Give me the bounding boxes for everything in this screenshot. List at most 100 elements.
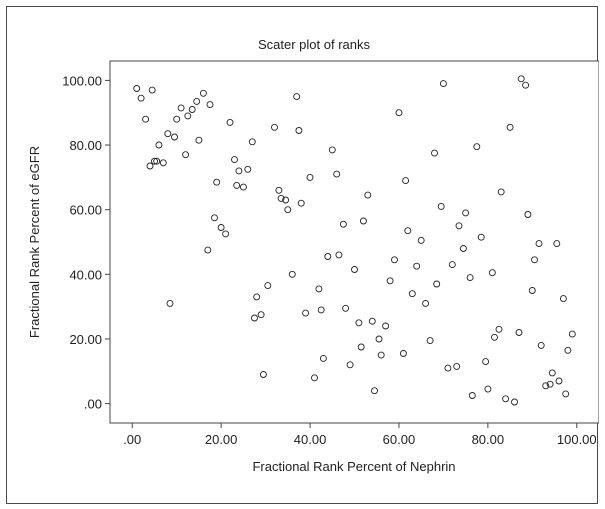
data-point xyxy=(335,251,343,259)
data-point xyxy=(375,335,383,343)
data-point xyxy=(359,217,367,225)
y-tick-label: .00 xyxy=(84,397,102,412)
data-point xyxy=(264,282,272,290)
y-tick-label: 20.00 xyxy=(69,332,102,347)
data-point xyxy=(515,329,523,336)
data-point xyxy=(244,165,252,173)
y-tick-label: 60.00 xyxy=(69,203,102,218)
data-point xyxy=(399,350,407,357)
y-axis-label: Fractional Rank Percent of eGFR xyxy=(27,146,42,338)
y-tick-label: 80.00 xyxy=(69,138,102,153)
data-point xyxy=(284,206,292,214)
data-point xyxy=(342,304,350,312)
data-point xyxy=(408,290,416,298)
data-point xyxy=(184,112,192,120)
data-point xyxy=(239,183,247,191)
data-point xyxy=(484,385,492,393)
data-point xyxy=(248,138,256,146)
data-point xyxy=(537,341,545,349)
data-point xyxy=(462,209,470,217)
data-point xyxy=(211,214,218,222)
y-axis: .00 20.00 40.00 60.00 80.00 100.00 xyxy=(62,73,110,412)
data-point xyxy=(371,387,378,395)
data-point xyxy=(382,322,390,330)
data-point xyxy=(357,343,365,351)
data-point xyxy=(417,236,425,244)
data-point xyxy=(497,188,505,196)
data-point xyxy=(297,199,305,207)
data-point xyxy=(311,374,318,382)
data-point xyxy=(453,362,461,370)
x-tick-label: 80.00 xyxy=(472,432,505,447)
data-point xyxy=(468,392,476,399)
data-point xyxy=(173,115,181,123)
data-point xyxy=(195,136,203,144)
data-point xyxy=(568,330,576,338)
data-point xyxy=(339,220,347,228)
data-point xyxy=(233,181,241,189)
data-point xyxy=(495,325,503,333)
data-point xyxy=(271,123,278,131)
data-point xyxy=(328,146,336,154)
data-point xyxy=(315,285,323,293)
x-tick-label: 60.00 xyxy=(383,432,416,447)
data-point xyxy=(535,240,543,248)
data-point xyxy=(137,94,145,102)
data-point xyxy=(473,143,481,151)
data-point xyxy=(302,309,310,317)
data-point xyxy=(455,222,463,230)
data-point xyxy=(531,256,538,264)
data-point xyxy=(546,380,554,388)
data-point xyxy=(253,293,261,301)
data-point xyxy=(148,86,156,94)
data-point xyxy=(153,157,161,165)
data-point xyxy=(193,97,201,105)
data-point xyxy=(231,156,238,164)
data-point xyxy=(404,227,412,235)
data-point xyxy=(222,230,230,238)
data-point xyxy=(293,93,301,101)
data-point xyxy=(142,115,150,123)
data-point xyxy=(151,157,158,165)
scatter-chart: Scater plot of ranks .00 20.00 40.00 60.00 8… xyxy=(27,37,599,474)
data-points xyxy=(133,75,576,406)
data-point xyxy=(204,246,212,254)
data-point xyxy=(502,395,510,403)
data-point xyxy=(259,371,267,378)
data-point xyxy=(133,85,141,92)
x-axis: .00 20.00 40.00 60.00 80.00 100.00 xyxy=(123,423,597,447)
data-point xyxy=(564,346,572,354)
data-point xyxy=(251,314,258,322)
data-point xyxy=(155,141,163,149)
data-point xyxy=(324,253,332,260)
y-tick-label: 100.00 xyxy=(62,73,102,88)
data-point xyxy=(522,81,530,89)
data-point xyxy=(562,390,570,398)
data-point xyxy=(559,295,567,303)
data-point xyxy=(217,224,225,231)
x-tick-label: 100.00 xyxy=(557,432,597,447)
data-point xyxy=(146,162,154,170)
y-tick-label: 40.00 xyxy=(69,267,102,282)
data-point xyxy=(346,361,354,369)
data-point xyxy=(333,170,341,178)
data-point xyxy=(395,109,403,117)
data-point xyxy=(433,280,441,288)
data-point xyxy=(159,159,167,167)
plot-area xyxy=(109,60,599,424)
data-point xyxy=(213,178,221,186)
x-axis-label: Fractional Rank Percent of Nephrin xyxy=(252,459,455,474)
data-point xyxy=(506,123,514,131)
data-point xyxy=(277,194,285,202)
data-point xyxy=(448,261,456,269)
data-point xyxy=(553,240,561,248)
data-point xyxy=(444,364,452,372)
data-point xyxy=(459,245,467,252)
data-point xyxy=(524,211,532,218)
data-point xyxy=(188,106,196,113)
data-point xyxy=(171,133,178,141)
data-point xyxy=(439,80,447,88)
data-point xyxy=(288,270,296,278)
data-point xyxy=(182,151,190,159)
data-point xyxy=(377,351,385,359)
